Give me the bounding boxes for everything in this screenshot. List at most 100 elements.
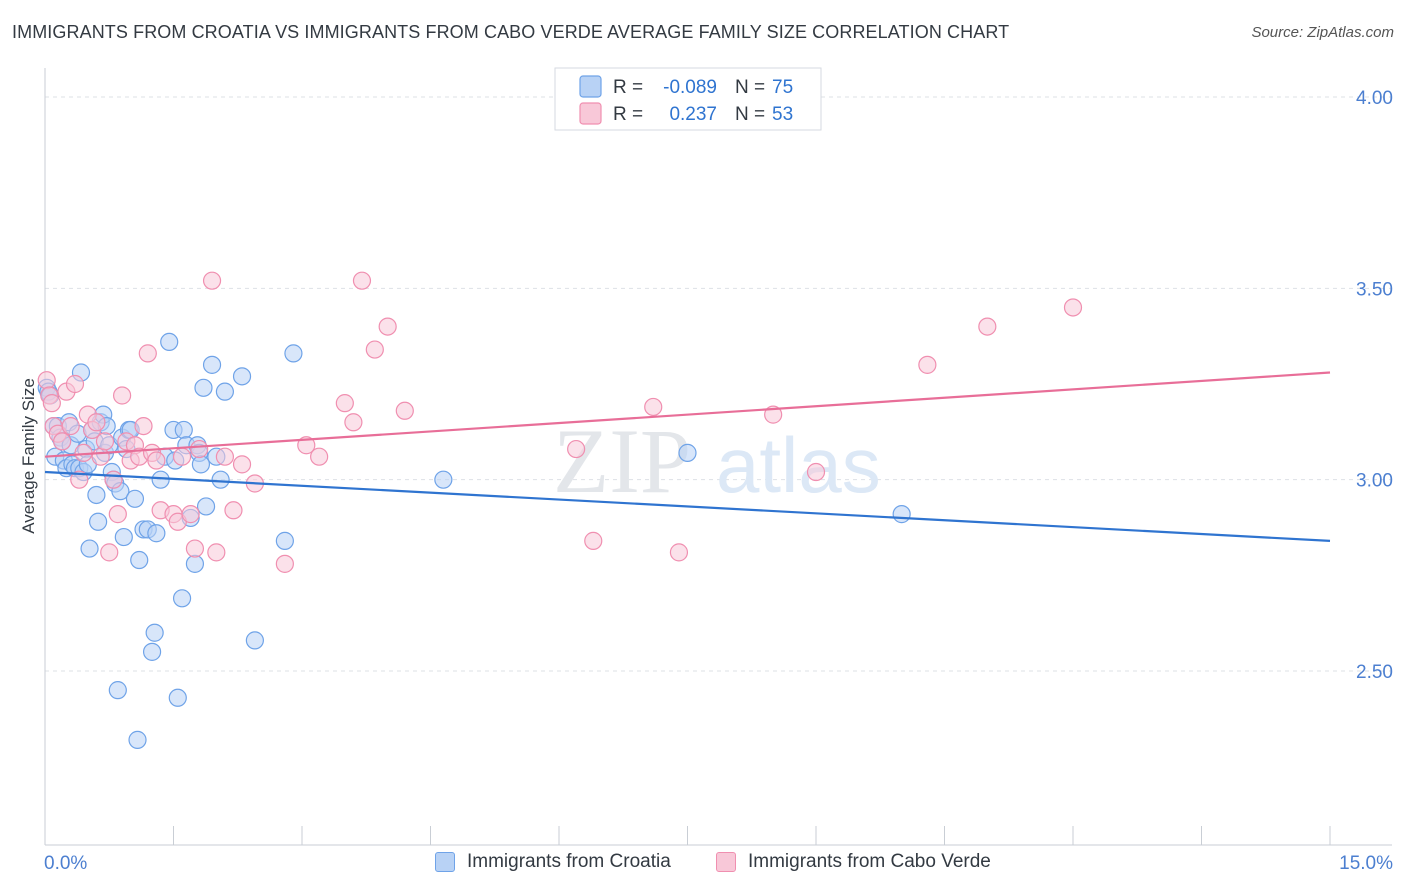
data-point-caboverde [53, 432, 72, 451]
legend-top: R = -0.089 N = 75 R = 0.237 N = 53 [554, 67, 822, 131]
points-layer [37, 271, 1083, 749]
data-point-croatia [245, 631, 264, 650]
legend-swatch-croatia [435, 852, 455, 872]
data-point-croatia [892, 505, 911, 524]
legend-bottom: Immigrants from Croatia Immigrants from … [0, 851, 1406, 877]
y-axis-label: Average Family Size [19, 378, 38, 534]
data-point-croatia [147, 524, 166, 543]
data-point-caboverde [87, 413, 106, 432]
legend-top-n-value-croatia: 75 [772, 77, 793, 98]
trend-layer [44, 371, 1331, 542]
y-tick-label: 3.50 [1356, 279, 1393, 300]
data-point-croatia [215, 382, 234, 401]
legend-swatch-caboverde [716, 852, 736, 872]
legend-bottom-item-croatia[interactable]: Immigrants from Croatia [435, 851, 671, 873]
data-point-caboverde [395, 401, 414, 420]
data-point-croatia [232, 367, 252, 386]
data-point-croatia [114, 527, 133, 547]
legend-top-swatch-caboverde [579, 102, 602, 125]
data-point-croatia [174, 420, 193, 440]
labels-layer: 2.50 3.00 3.50 4.00 0.0% 15.0% [44, 88, 1393, 874]
data-point-caboverde [138, 344, 157, 363]
data-point-caboverde [104, 470, 123, 489]
x-tick-label-max: 15.0% [1339, 853, 1393, 874]
data-point-caboverde [147, 451, 166, 470]
data-point-caboverde [365, 340, 384, 359]
watermark-atlas: atlas [716, 421, 881, 509]
data-point-caboverde [134, 416, 153, 436]
data-point-caboverde [61, 416, 80, 436]
data-point-caboverde [1063, 298, 1083, 317]
data-point-croatia [202, 355, 222, 374]
data-point-croatia [160, 332, 179, 352]
data-point-caboverde [181, 505, 200, 524]
data-point-croatia [194, 378, 213, 397]
data-point-croatia [108, 681, 127, 700]
data-point-caboverde [172, 447, 192, 466]
grid-layer [45, 96, 1392, 672]
data-point-croatia [275, 531, 294, 550]
source-credit: Source: ZipAtlas.com [1251, 24, 1394, 41]
data-point-caboverde [232, 455, 252, 474]
data-point-caboverde [37, 371, 56, 390]
data-point-caboverde [70, 470, 89, 489]
legend-top-n-label-croatia: N = [735, 77, 765, 98]
data-point-caboverde [275, 554, 294, 573]
chart-title: IMMIGRANTS FROM CROATIA VS IMMIGRANTS FR… [12, 22, 1010, 42]
trend-line-caboverde [44, 371, 1331, 458]
data-point-croatia [168, 688, 187, 707]
data-point-croatia [172, 589, 192, 608]
data-point-caboverde [567, 439, 586, 459]
data-point-caboverde [344, 413, 363, 432]
data-point-croatia [196, 497, 216, 516]
data-point-caboverde [584, 531, 603, 550]
data-point-caboverde [185, 539, 205, 558]
data-point-croatia [145, 623, 164, 642]
data-point-caboverde [669, 543, 689, 562]
data-point-caboverde [310, 447, 329, 466]
data-point-croatia [125, 489, 145, 508]
data-point-croatia [128, 730, 147, 749]
legend-bottom-item-caboverde[interactable]: Immigrants from Cabo Verde [716, 851, 991, 873]
y-tick-label: 4.00 [1356, 88, 1393, 109]
legend-label-caboverde: Immigrants from Cabo Verde [748, 851, 991, 872]
data-point-caboverde [108, 505, 127, 524]
legend-top-swatch-croatia [579, 75, 602, 98]
data-point-croatia [284, 344, 303, 363]
data-point-croatia [130, 550, 149, 570]
data-point-caboverde [95, 432, 115, 451]
legend-top-n-label-caboverde: N = [735, 104, 765, 125]
data-point-caboverde [202, 271, 222, 290]
legend-top-r-label-caboverde: R = [613, 104, 643, 125]
data-point-caboverde [644, 397, 663, 417]
data-point-croatia [151, 470, 170, 489]
data-point-croatia [434, 470, 453, 489]
data-point-croatia [87, 485, 106, 505]
legend-top-r-value-croatia: -0.089 [663, 77, 717, 98]
data-point-caboverde [190, 439, 209, 459]
watermark: ZIP atlas [553, 410, 881, 512]
data-point-caboverde [65, 374, 85, 394]
legend-top-r-label-croatia: R = [613, 77, 643, 98]
data-point-caboverde [91, 447, 110, 466]
data-point-caboverde [378, 317, 397, 336]
data-point-croatia [191, 455, 211, 474]
data-point-caboverde [224, 501, 243, 520]
data-point-caboverde [335, 394, 354, 413]
legend-top-r-value-caboverde: 0.237 [669, 104, 717, 125]
x-tick-label-min: 0.0% [44, 853, 87, 874]
data-point-caboverde [207, 543, 226, 562]
data-point-caboverde [918, 355, 937, 374]
y-tick-label: 2.50 [1356, 662, 1393, 683]
data-point-caboverde [100, 543, 119, 562]
data-point-caboverde [297, 436, 316, 455]
data-point-croatia [142, 642, 162, 661]
trend-line-croatia [44, 470, 1331, 542]
y-tick-label: 3.00 [1356, 471, 1393, 492]
legend-top-n-value-caboverde: 53 [772, 104, 793, 125]
data-point-caboverde [112, 386, 132, 405]
legend-label-croatia: Immigrants from Croatia [467, 851, 671, 872]
data-point-croatia [89, 512, 108, 531]
data-point-caboverde [978, 317, 997, 336]
